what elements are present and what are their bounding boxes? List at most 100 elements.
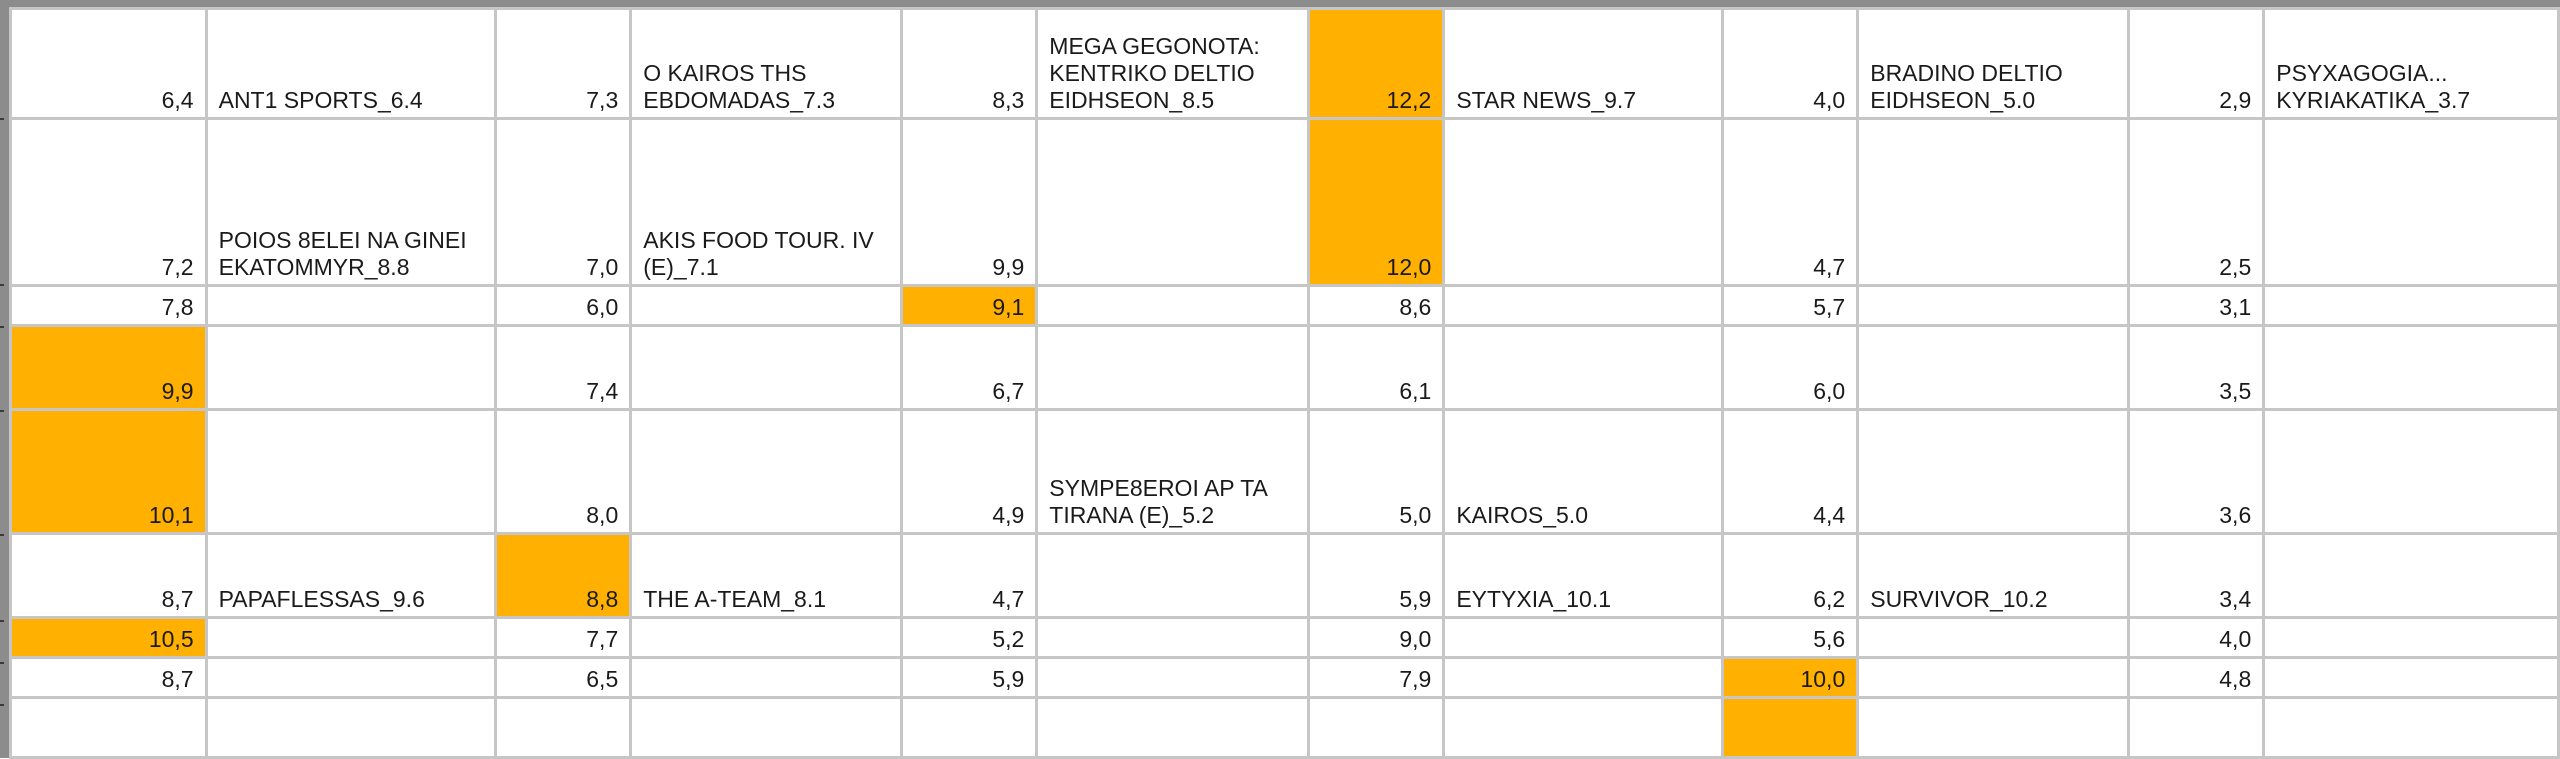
program-cell[interactable] <box>1035 532 1311 619</box>
program-cell[interactable] <box>629 656 904 699</box>
rating-cell[interactable]: 4,0 <box>2127 616 2266 659</box>
rating-cell[interactable]: 9,9 <box>900 117 1039 287</box>
rating-cell[interactable]: 4,0 <box>1721 7 1860 120</box>
program-cell[interactable] <box>1856 324 2131 411</box>
rating-cell[interactable]: 4,7 <box>1721 117 1860 287</box>
program-cell[interactable] <box>1442 324 1725 411</box>
program-cell[interactable]: KAIROS_5.0 <box>1442 408 1725 535</box>
program-cell[interactable]: PAPAFLESSAS_9.6 <box>204 532 498 619</box>
program-cell[interactable] <box>1035 284 1311 327</box>
rating-cell[interactable]: 3,4 <box>2127 532 2266 619</box>
program-cell[interactable] <box>204 408 498 535</box>
program-cell[interactable] <box>1856 284 2131 327</box>
program-cell[interactable] <box>1442 117 1725 287</box>
rating-cell[interactable]: 6,2 <box>1721 532 1860 619</box>
program-cell[interactable] <box>1442 616 1725 659</box>
rating-cell[interactable]: 4,4 <box>1721 408 1860 535</box>
rating-cell[interactable]: 7,2 <box>9 117 208 287</box>
program-cell[interactable] <box>2262 696 2560 759</box>
program-cell[interactable]: STAR NEWS_9.7 <box>1442 7 1725 120</box>
rating-cell[interactable]: 4,9 <box>900 408 1039 535</box>
program-cell[interactable]: BRADINO DELTIO EIDHSEON_5.0 <box>1856 7 2131 120</box>
program-cell[interactable]: O KAIROS THS EBDOMADAS_7.3 <box>629 7 904 120</box>
program-cell[interactable] <box>1442 656 1725 699</box>
rating-cell[interactable]: 5,6 <box>1721 616 1860 659</box>
rating-cell[interactable]: 4,8 <box>2127 656 2266 699</box>
program-cell[interactable] <box>629 324 904 411</box>
program-cell[interactable] <box>2262 532 2560 619</box>
program-cell[interactable] <box>204 696 498 759</box>
rating-cell[interactable]: 7,0 <box>494 117 633 287</box>
program-cell[interactable] <box>1856 616 2131 659</box>
rating-cell[interactable]: 9,9 <box>9 324 208 411</box>
program-cell[interactable] <box>1856 696 2131 759</box>
program-cell[interactable] <box>1035 324 1311 411</box>
rating-cell[interactable]: 8,8 <box>494 532 633 619</box>
program-cell[interactable] <box>629 616 904 659</box>
rating-cell[interactable]: 6,1 <box>1307 324 1446 411</box>
program-cell[interactable] <box>204 324 498 411</box>
rating-cell[interactable]: 5,9 <box>900 656 1039 699</box>
rating-cell[interactable]: 8,7 <box>9 532 208 619</box>
program-cell[interactable]: AKIS FOOD TOUR. IV (E)_7.1 <box>629 117 904 287</box>
rating-cell[interactable]: 5,9 <box>1307 532 1446 619</box>
rating-cell[interactable]: 10,0 <box>1721 656 1860 699</box>
program-cell[interactable] <box>2262 616 2560 659</box>
rating-cell[interactable] <box>1307 696 1446 759</box>
rating-cell[interactable]: 5,7 <box>1721 284 1860 327</box>
rating-cell[interactable] <box>2127 696 2266 759</box>
program-cell[interactable] <box>1035 696 1311 759</box>
program-cell[interactable] <box>629 696 904 759</box>
program-cell[interactable] <box>629 284 904 327</box>
program-cell[interactable] <box>2262 284 2560 327</box>
rating-cell[interactable]: 12,0 <box>1307 117 1446 287</box>
program-cell[interactable] <box>1035 117 1311 287</box>
rating-cell[interactable]: 5,0 <box>1307 408 1446 535</box>
program-cell[interactable]: SURVIVOR_10.2 <box>1856 532 2131 619</box>
program-cell[interactable] <box>1856 117 2131 287</box>
program-cell[interactable]: ANT1 SPORTS_6.4 <box>204 7 498 120</box>
rating-cell[interactable]: 8,7 <box>9 656 208 699</box>
program-cell[interactable] <box>204 656 498 699</box>
rating-cell[interactable]: 6,7 <box>900 324 1039 411</box>
rating-cell[interactable]: 7,9 <box>1307 656 1446 699</box>
program-cell[interactable] <box>2262 408 2560 535</box>
rating-cell[interactable]: 6,4 <box>9 7 208 120</box>
rating-cell[interactable]: 8,6 <box>1307 284 1446 327</box>
rating-cell[interactable]: 5,2 <box>900 616 1039 659</box>
rating-cell[interactable]: 6,0 <box>494 284 633 327</box>
program-cell[interactable] <box>2262 117 2560 287</box>
rating-cell[interactable]: 3,5 <box>2127 324 2266 411</box>
rating-cell[interactable]: 6,5 <box>494 656 633 699</box>
program-cell[interactable] <box>1856 656 2131 699</box>
rating-cell[interactable]: 2,5 <box>2127 117 2266 287</box>
rating-cell[interactable]: 9,1 <box>900 284 1039 327</box>
rating-cell[interactable]: 3,6 <box>2127 408 2266 535</box>
rating-cell[interactable]: 2,9 <box>2127 7 2266 120</box>
program-cell[interactable]: MEGA GEGONOTA: KENTRIKO DELTIO EIDHSEON_… <box>1035 7 1311 120</box>
program-cell[interactable] <box>1035 656 1311 699</box>
rating-cell[interactable] <box>494 696 633 759</box>
rating-cell[interactable]: 7,4 <box>494 324 633 411</box>
program-cell[interactable]: POIOS 8ELEI NA GINEI EKATOMMYR_8.8 <box>204 117 498 287</box>
rating-cell[interactable]: 3,1 <box>2127 284 2266 327</box>
rating-cell[interactable]: 7,3 <box>494 7 633 120</box>
program-cell[interactable] <box>204 616 498 659</box>
rating-cell[interactable]: 12,2 <box>1307 7 1446 120</box>
rating-cell[interactable]: 7,8 <box>9 284 208 327</box>
rating-cell[interactable]: 10,1 <box>9 408 208 535</box>
program-cell[interactable] <box>2262 324 2560 411</box>
program-cell[interactable]: EYTYXIA_10.1 <box>1442 532 1725 619</box>
rating-cell[interactable] <box>900 696 1039 759</box>
program-cell[interactable] <box>204 284 498 327</box>
rating-cell[interactable]: 10,5 <box>9 616 208 659</box>
program-cell[interactable] <box>1442 284 1725 327</box>
program-cell[interactable] <box>1035 616 1311 659</box>
rating-cell[interactable] <box>9 696 208 759</box>
program-cell[interactable]: THE A-TEAM_8.1 <box>629 532 904 619</box>
rating-cell[interactable]: 4,7 <box>900 532 1039 619</box>
program-cell[interactable] <box>1442 696 1725 759</box>
rating-cell[interactable]: 9,0 <box>1307 616 1446 659</box>
program-cell[interactable] <box>629 408 904 535</box>
rating-cell[interactable]: 7,7 <box>494 616 633 659</box>
